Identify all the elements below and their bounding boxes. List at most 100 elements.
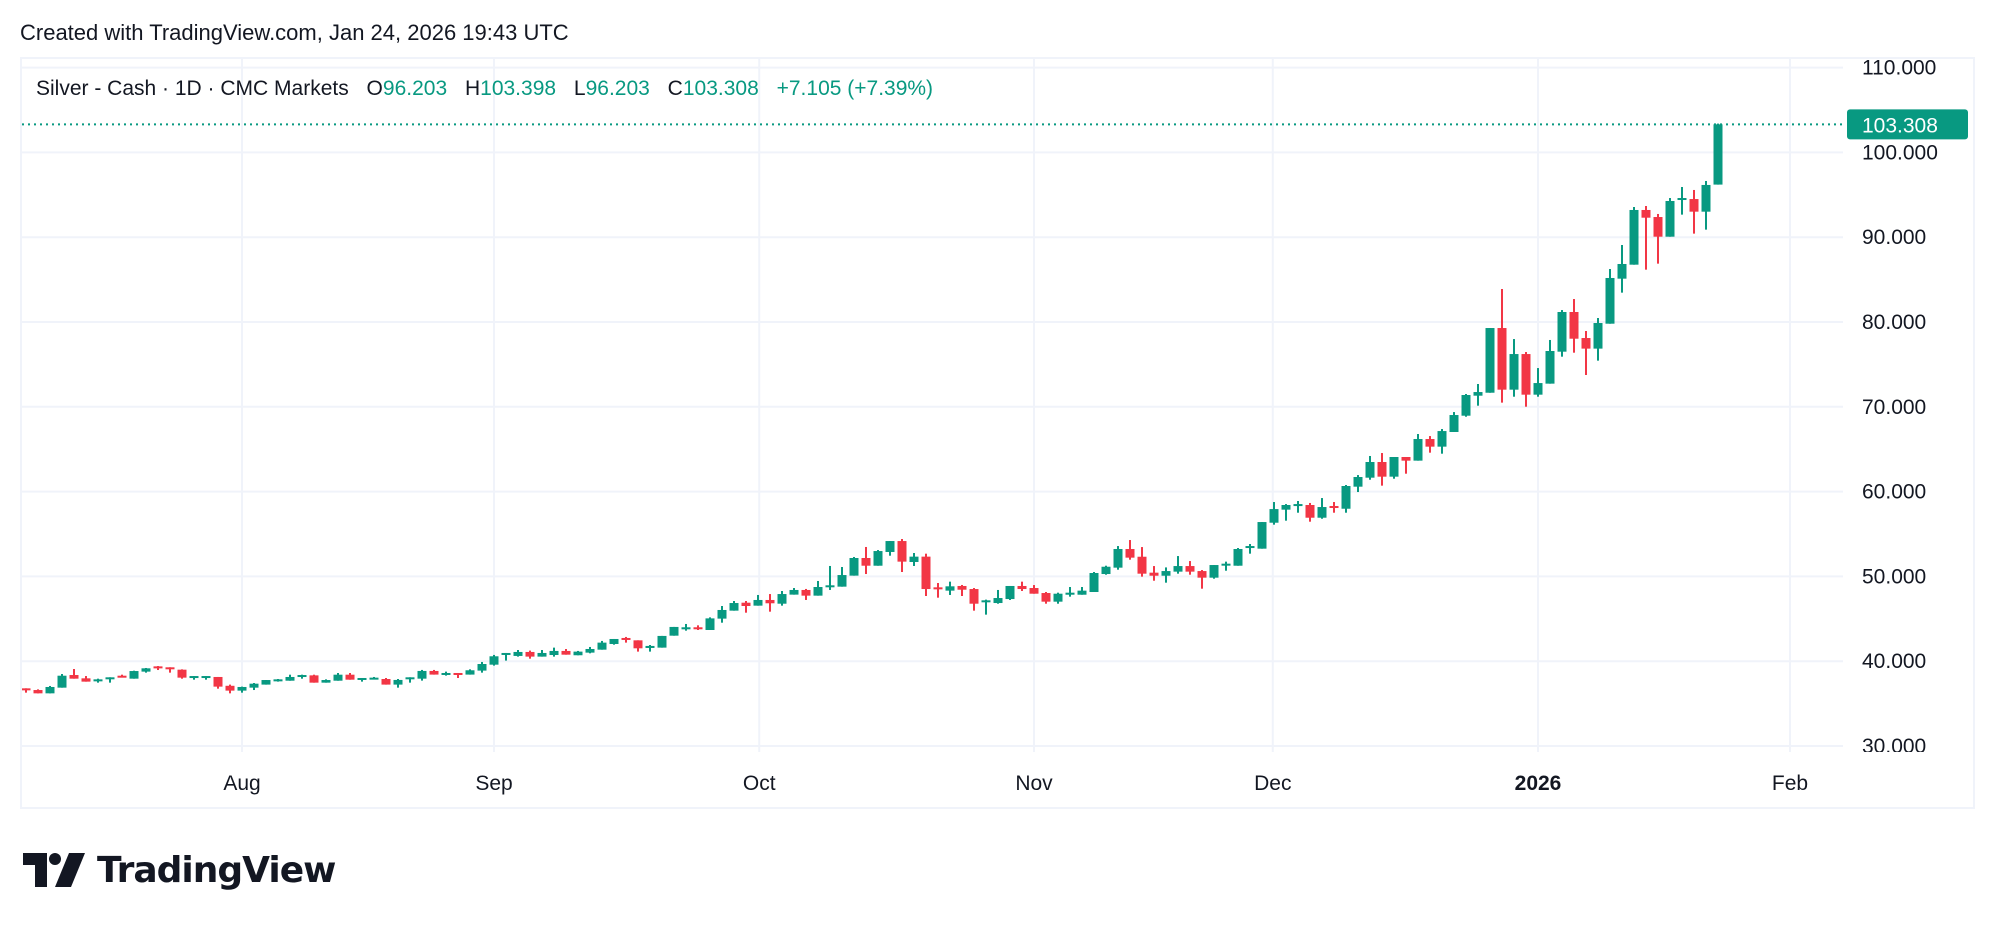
candle [549, 647, 559, 657]
candle [789, 588, 799, 595]
candle-body [681, 627, 691, 630]
candle [1653, 213, 1663, 264]
candle [1341, 484, 1351, 513]
candle-body [381, 679, 391, 685]
candle [1485, 328, 1495, 393]
candle [1473, 383, 1483, 406]
candle-body [1341, 486, 1351, 509]
candle-body [237, 686, 247, 691]
candle-body [933, 587, 943, 590]
candle-body [1689, 199, 1699, 212]
symbol-legend: Silver - Cash · 1D · CMC Markets O96.203… [36, 77, 933, 101]
candle [153, 666, 163, 671]
candle [1521, 352, 1531, 407]
candle-body [1485, 328, 1495, 393]
candle-body [1149, 572, 1159, 576]
candle-body [1209, 565, 1219, 578]
candle-body [993, 598, 1003, 604]
candle-body [753, 599, 763, 606]
candle [837, 566, 847, 587]
candle-body [1089, 573, 1099, 593]
candle [225, 684, 235, 694]
candle-body [1629, 209, 1639, 265]
symbol-title[interactable]: Silver - Cash · 1D · CMC Markets [36, 77, 349, 100]
last-price-tag: 103.308 [1847, 109, 1968, 140]
candle-body [1113, 549, 1123, 568]
candle-body [885, 541, 895, 552]
candle-body [1449, 415, 1459, 432]
candle-body [1473, 392, 1483, 396]
candle-body [1197, 571, 1207, 578]
candle [1017, 581, 1027, 591]
candle [1569, 299, 1579, 353]
candle-body [141, 668, 151, 672]
open-value: 96.203 [382, 77, 448, 100]
candle-body [1305, 504, 1315, 518]
candle-body [585, 648, 595, 653]
candle-body [153, 666, 163, 669]
candle [345, 672, 355, 680]
candle [1101, 565, 1111, 575]
candle-body [1233, 549, 1243, 566]
candle-body [825, 585, 835, 588]
tradingview-logo[interactable]: TradingView [23, 850, 336, 891]
candle-body [1017, 585, 1027, 590]
close-label: C [667, 77, 683, 100]
candle [1413, 434, 1423, 461]
candle [1293, 501, 1303, 513]
candle [93, 678, 103, 683]
candle-body [969, 589, 979, 604]
candle-body [225, 685, 235, 691]
candle-body [429, 670, 439, 675]
candle-body [321, 680, 331, 683]
candle-body [273, 679, 283, 682]
candle [849, 556, 859, 576]
candle [1041, 592, 1051, 604]
candle-body [777, 594, 787, 604]
candle-body [1677, 198, 1687, 201]
candle-body [1437, 431, 1447, 447]
last-price-label: 103.308 [1862, 114, 1938, 137]
candle [957, 584, 967, 596]
candle-body [981, 600, 991, 603]
close-value: 103.308 [682, 77, 759, 100]
candle-body [69, 675, 79, 679]
candle [45, 685, 55, 694]
candle [201, 676, 211, 680]
candle-body [1245, 546, 1255, 549]
candle-body [45, 686, 55, 694]
candle-body [201, 676, 211, 679]
candle [525, 650, 535, 659]
candle [501, 652, 511, 661]
low-value: 96.203 [585, 77, 650, 100]
price-tick-label: 80.000 [1862, 311, 1926, 334]
candle [573, 650, 583, 656]
candle-body [705, 618, 715, 630]
time-axis[interactable]: Aug Sep Oct Nov Dec 2026 Feb [223, 772, 1808, 795]
candle [477, 661, 487, 673]
high-label: H [464, 77, 481, 100]
candle [645, 645, 655, 652]
candle [1557, 310, 1567, 357]
candle [585, 646, 595, 654]
candle-body [1569, 311, 1579, 339]
candle-body [1497, 328, 1507, 390]
high-value: 103.398 [480, 77, 557, 100]
candle-body [177, 669, 187, 678]
candle [741, 600, 751, 613]
candle-body [1317, 507, 1327, 518]
candle [1065, 587, 1075, 597]
candle [453, 672, 463, 678]
candle-body [645, 645, 655, 648]
candle [1425, 436, 1435, 453]
time-tick-label: Oct [743, 772, 776, 795]
price-axis[interactable]: 110.000 100.000 90.000 80.000 70.000 60.000 50… [1862, 57, 1938, 758]
candle-body [1221, 563, 1231, 566]
candle-body [621, 637, 631, 640]
candle [1053, 592, 1063, 604]
candle [57, 674, 67, 688]
candle [885, 541, 895, 556]
candle [1461, 393, 1471, 417]
candle [633, 640, 643, 652]
